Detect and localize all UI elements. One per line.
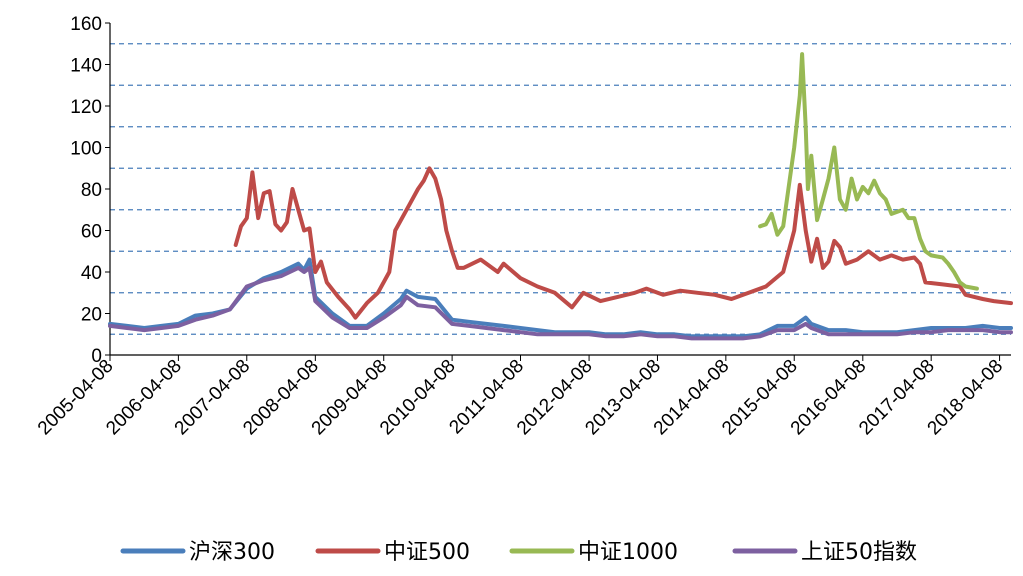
series-lines [108, 52, 1013, 341]
legend-label-2: 中证1000 [578, 540, 678, 565]
y-tick-label: 0 [91, 346, 102, 367]
legend-label-3: 上证50指数 [801, 540, 917, 565]
y-axis-ticks: 0 20 40 60 80 100 120 140 160 [70, 14, 110, 367]
y-tick-label: 140 [70, 56, 102, 77]
y-tick-label: 120 [70, 97, 102, 118]
x-axis-ticks: 2005-04-082006-04-082007-04-082008-04-08… [34, 355, 1007, 439]
y-tick-label: 80 [81, 180, 102, 201]
series-line-0 [108, 257, 1013, 339]
y-tick-label: 20 [81, 305, 102, 326]
legend-label-1: 中证500 [384, 540, 470, 565]
series-line-3 [108, 265, 1013, 341]
y-tick-label: 100 [70, 139, 102, 160]
series-line-1 [233, 166, 1013, 320]
legend-label-0: 沪深300 [189, 540, 275, 565]
y-tick-label: 60 [81, 222, 102, 243]
gridlines [110, 43, 1011, 335]
y-tick-label: 40 [81, 263, 102, 284]
y-tick-label: 160 [70, 14, 102, 35]
legend: 沪深300 中证500 中证1000 上证50指数 [120, 540, 917, 565]
series-line-2 [758, 52, 979, 291]
